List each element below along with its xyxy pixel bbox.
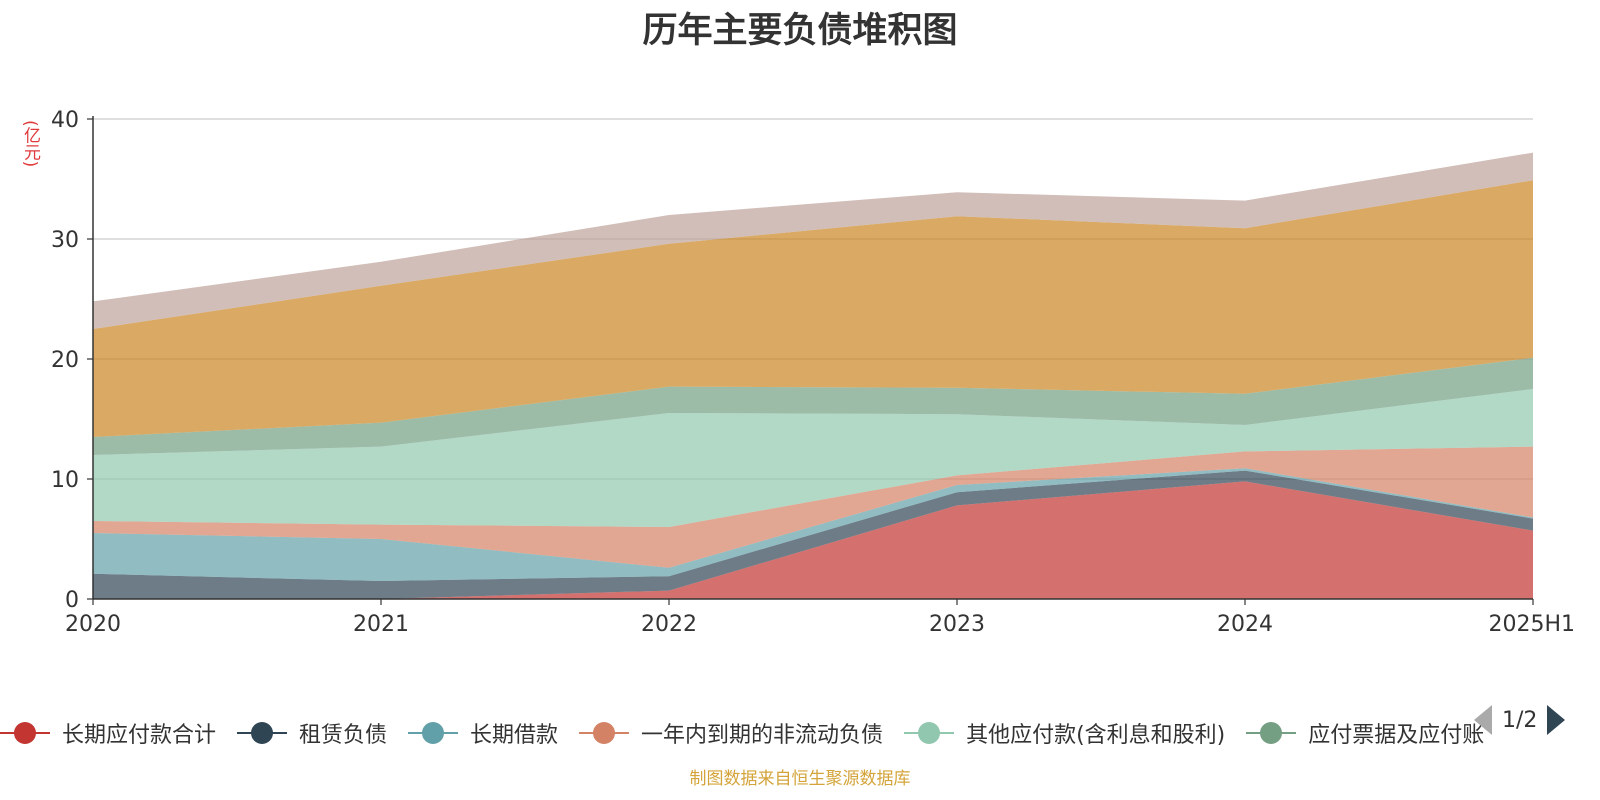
legend-next-page-icon[interactable] xyxy=(1547,705,1566,735)
area-series-2[interactable] xyxy=(93,468,1533,581)
area-layer xyxy=(93,152,1533,599)
x-tick-label: 2024 xyxy=(1217,612,1273,637)
legend-pager: 1/2 xyxy=(1474,704,1566,736)
chart-plot: 0 10 20 30 40 2020 2021 2022 2023 2024 2025H1 xyxy=(51,108,1575,637)
area-series-0[interactable] xyxy=(93,481,1533,599)
legend-item[interactable]: 应付票据及应付账款 xyxy=(1246,715,1485,751)
legend-item[interactable]: 租赁负债 xyxy=(237,715,387,751)
legend-label: 其他应付款(含利息和股利) xyxy=(966,723,1226,748)
legend-marker-icon xyxy=(579,721,630,745)
y-axis-unit-open: ( xyxy=(20,120,40,127)
area-series-1[interactable] xyxy=(93,470,1533,599)
y-axis-unit: 亿元 xyxy=(20,126,40,161)
area-series-6[interactable] xyxy=(93,180,1533,437)
x-tick-label: 2022 xyxy=(641,612,697,637)
x-tick-label: 2021 xyxy=(353,612,409,637)
legend-marker-dot xyxy=(422,722,445,744)
y-tick-label: 30 xyxy=(51,228,79,253)
legend-label: 长期借款 xyxy=(470,723,559,748)
legend-marker-dot xyxy=(593,722,616,744)
x-tick-label: 2025H1 xyxy=(1488,612,1575,637)
legend-label: 租赁负债 xyxy=(299,723,388,748)
legend-item[interactable]: 长期借款 xyxy=(408,715,558,751)
legend-marker-dot xyxy=(918,722,941,744)
area-series-4[interactable] xyxy=(93,389,1533,527)
legend-marker-dot xyxy=(14,722,36,744)
legend-marker-icon xyxy=(1246,721,1297,745)
legend-page-indicator: 1/2 xyxy=(1502,707,1538,733)
legend: 长期应付款合计 租赁负债 长期借款 一年内到期的非流动负债 其他应付款(含利息和股利) 应… xyxy=(0,715,1485,751)
y-tick-label: 20 xyxy=(51,348,79,373)
area-series-5[interactable] xyxy=(93,357,1533,455)
legend-label: 应付票据及应付账款 xyxy=(1308,723,1485,748)
legend-marker-icon xyxy=(0,721,50,745)
legend-label: 长期应付款合计 xyxy=(62,723,217,748)
y-tick-label: 40 xyxy=(51,108,79,133)
x-tick-label: 2020 xyxy=(65,612,121,637)
area-series-3[interactable] xyxy=(93,446,1533,568)
legend-item[interactable]: 其他应付款(含利息和股利) xyxy=(904,715,1225,751)
y-axis-unit-label: (亿元) xyxy=(18,120,43,167)
legend-marker-dot xyxy=(1260,722,1283,744)
legend-item[interactable]: 一年内到期的非流动负债 xyxy=(579,715,883,751)
source-note: 制图数据来自恒生聚源数据库 xyxy=(689,769,911,789)
y-axis-unit-close: ) xyxy=(20,160,40,168)
legend-item[interactable]: 长期应付款合计 xyxy=(0,715,216,751)
y-tick-label: 0 xyxy=(65,588,79,613)
legend-marker-dot xyxy=(251,722,274,744)
legend-marker-icon xyxy=(904,721,955,745)
y-tick-label: 10 xyxy=(51,468,79,493)
axis-layer: 0 10 20 30 40 2020 2021 2022 2023 2024 2025H1 xyxy=(51,108,1575,637)
legend-marker-icon xyxy=(237,721,288,745)
legend-label: 一年内到期的非流动负债 xyxy=(641,723,884,748)
legend-marker-icon xyxy=(408,721,459,745)
legend-prev-page-icon[interactable] xyxy=(1474,705,1492,735)
x-tick-label: 2023 xyxy=(929,612,985,637)
chart-title: 历年主要负债堆积图 xyxy=(642,11,958,51)
